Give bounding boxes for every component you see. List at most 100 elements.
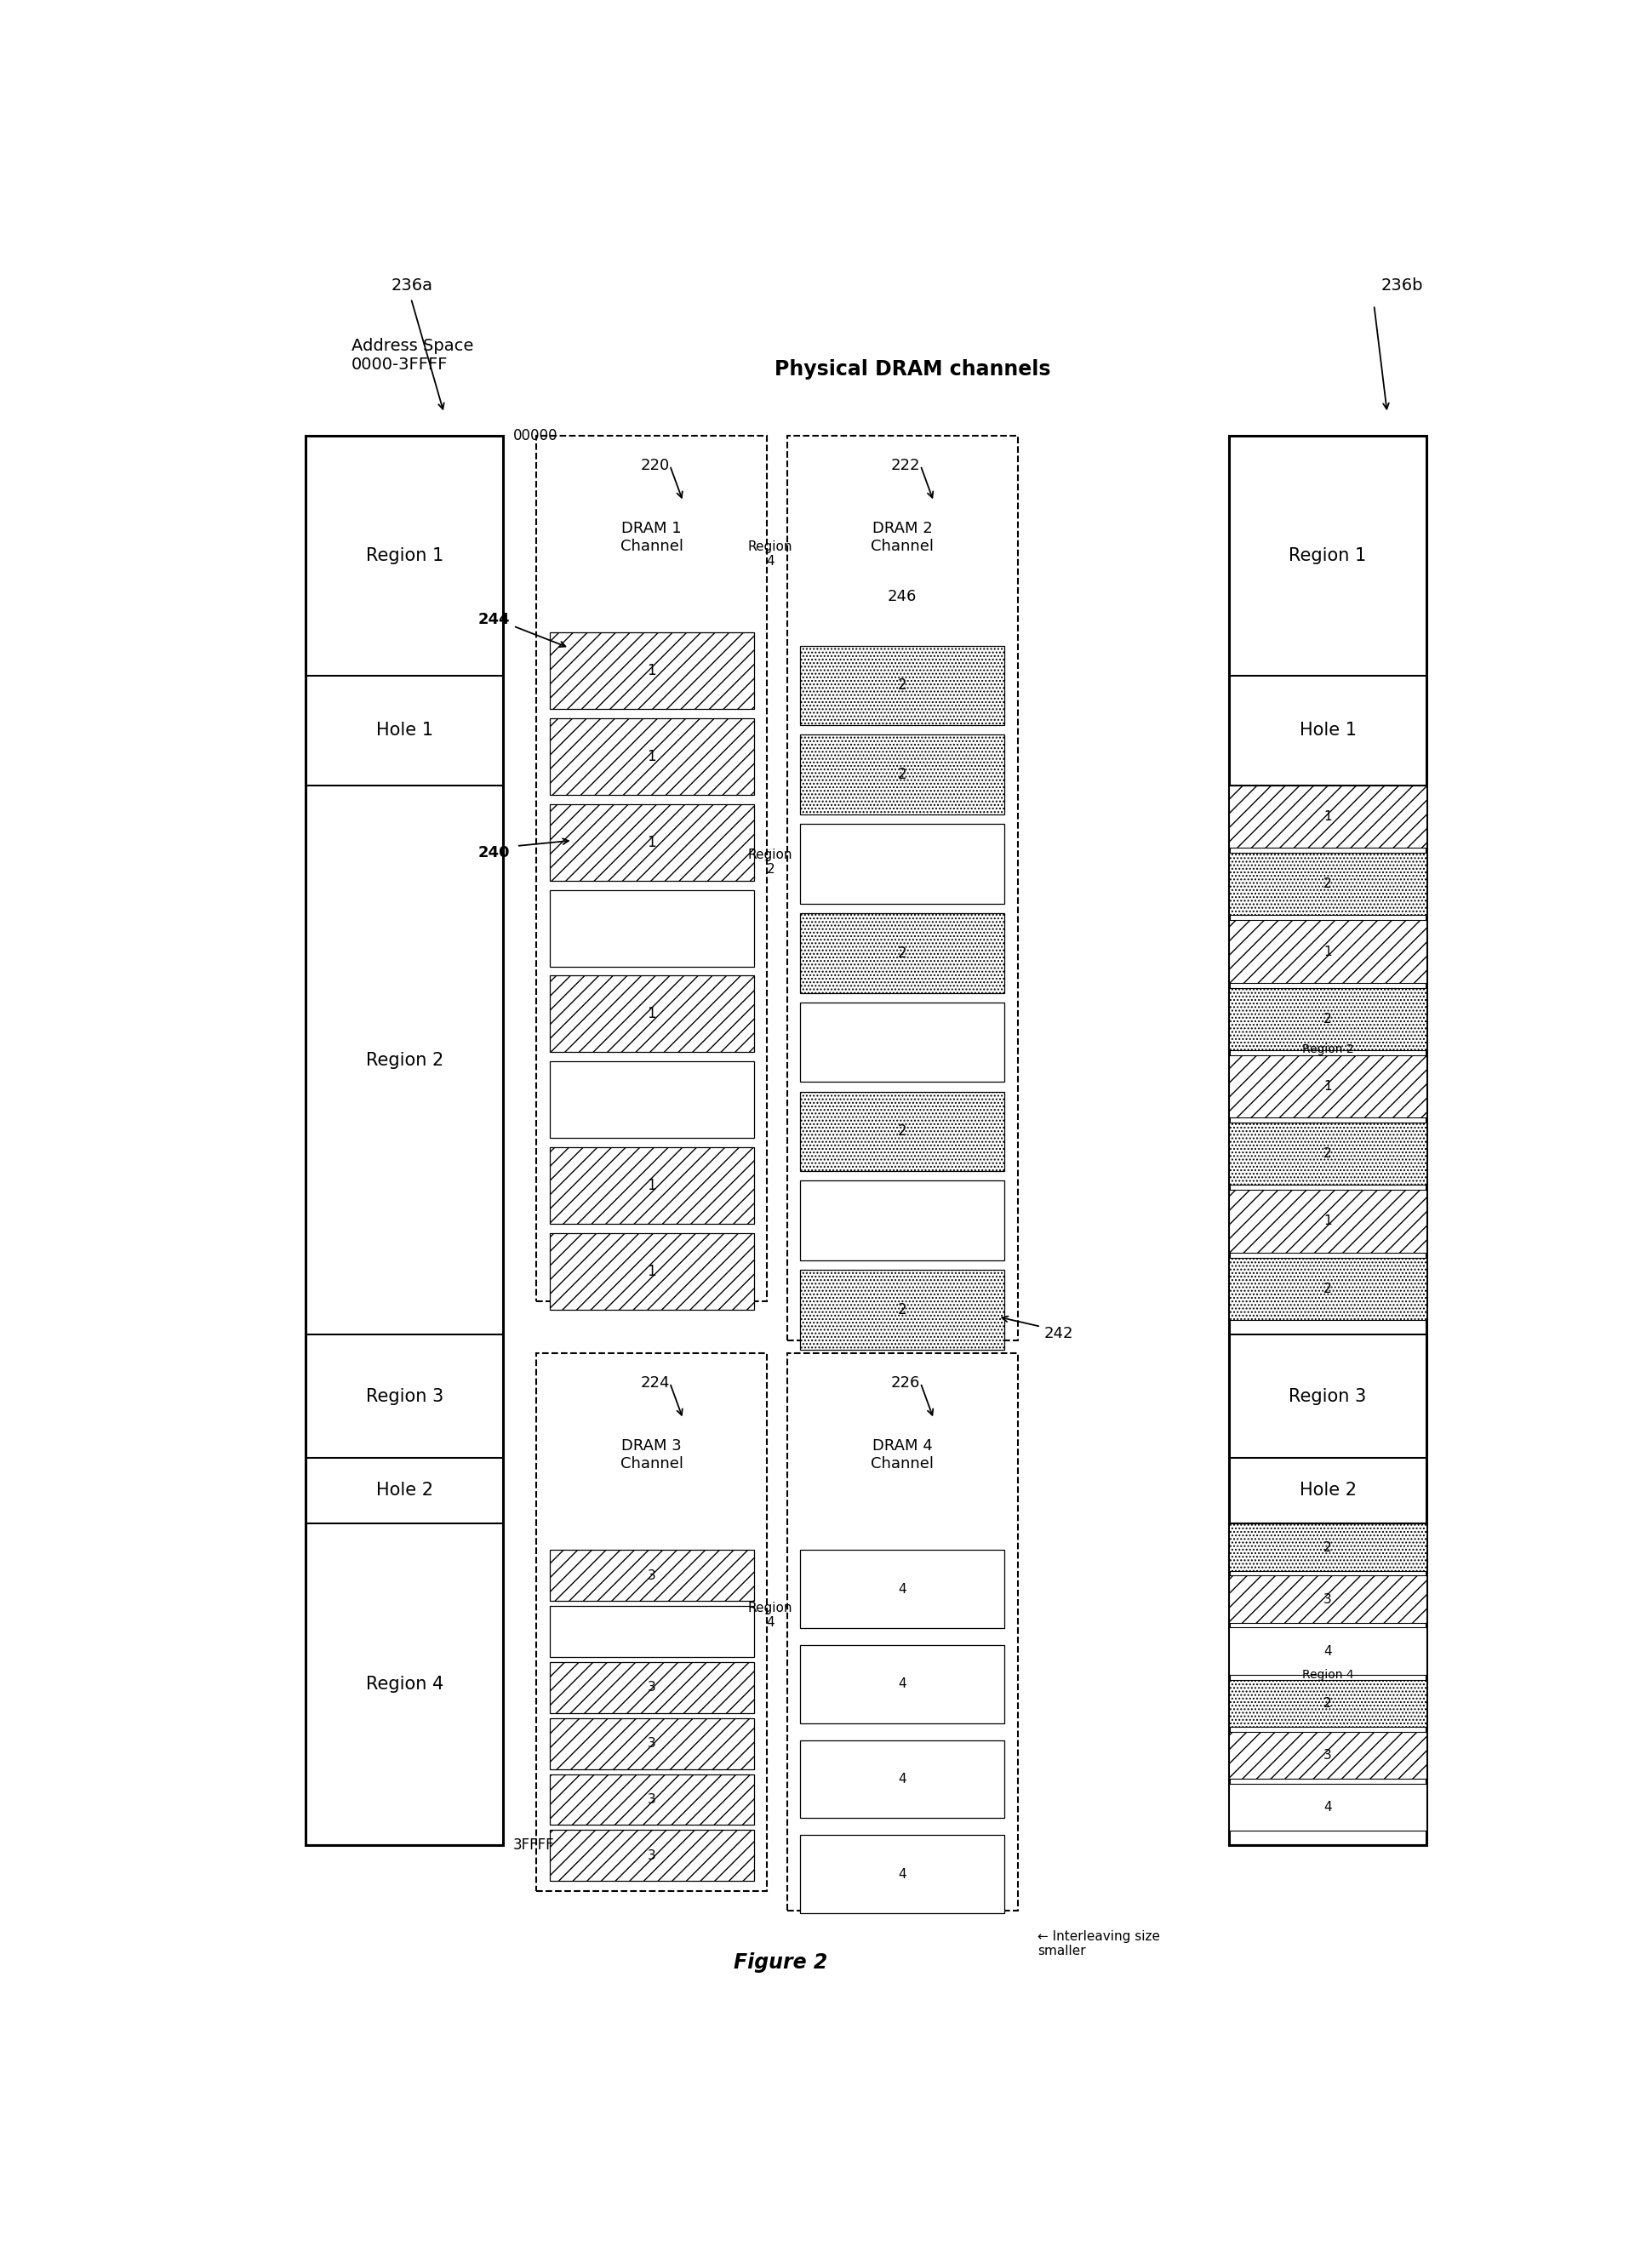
Text: Figure 2: Figure 2 <box>733 1952 828 1973</box>
Bar <box>800 1551 1004 1627</box>
Bar <box>1229 1627 1427 1675</box>
Bar <box>550 718 753 794</box>
Text: Region 1: Region 1 <box>365 546 443 564</box>
Bar <box>1229 1731 1427 1779</box>
Text: Region
4: Region 4 <box>748 539 793 569</box>
Text: 2: 2 <box>899 1302 907 1318</box>
Text: Hole 2: Hole 2 <box>1300 1483 1356 1499</box>
Bar <box>306 436 504 1844</box>
Text: 1: 1 <box>648 1007 656 1022</box>
Text: 3: 3 <box>648 1569 656 1582</box>
Text: 244: 244 <box>477 612 510 627</box>
Bar <box>1229 989 1427 1050</box>
Bar <box>800 1271 1004 1350</box>
Text: DRAM 2
Channel: DRAM 2 Channel <box>871 521 933 553</box>
Text: 2: 2 <box>899 946 907 961</box>
Text: 2: 2 <box>1323 1282 1332 1296</box>
Text: 2: 2 <box>899 1124 907 1140</box>
Text: 1: 1 <box>648 749 656 765</box>
Text: Region 3: Region 3 <box>1289 1388 1366 1404</box>
Bar <box>1229 436 1427 1844</box>
Bar <box>550 632 753 709</box>
Bar <box>1229 1189 1427 1253</box>
Bar <box>800 1002 1004 1081</box>
Text: 236b: 236b <box>1381 278 1422 293</box>
Bar <box>800 1092 1004 1171</box>
Text: Physical DRAM channels: Physical DRAM channels <box>775 359 1051 379</box>
Bar <box>550 1774 753 1826</box>
Text: Region 3: Region 3 <box>365 1388 443 1404</box>
Bar <box>550 1061 753 1138</box>
Text: 2: 2 <box>1323 878 1332 892</box>
Text: 2: 2 <box>899 767 907 783</box>
Text: 240: 240 <box>477 844 510 860</box>
Bar <box>550 803 753 880</box>
Text: 3FFFF: 3FFFF <box>514 1837 555 1853</box>
Text: 3: 3 <box>648 1738 656 1749</box>
Bar <box>550 1661 753 1713</box>
Bar <box>1229 1122 1427 1185</box>
Text: DRAM 3
Channel: DRAM 3 Channel <box>620 1438 684 1472</box>
Bar <box>800 1645 1004 1722</box>
Text: 226: 226 <box>890 1375 920 1390</box>
Text: 242: 242 <box>1044 1325 1074 1341</box>
Text: 246: 246 <box>887 589 917 605</box>
Text: 4: 4 <box>899 1582 907 1596</box>
Text: 2: 2 <box>1323 1147 1332 1160</box>
Bar <box>1229 1783 1427 1830</box>
Text: 224: 224 <box>641 1375 669 1390</box>
Bar <box>1229 1054 1427 1117</box>
Text: DRAM 4
Channel: DRAM 4 Channel <box>871 1438 933 1472</box>
Bar <box>800 736 1004 815</box>
Text: 00000: 00000 <box>514 429 558 445</box>
Bar <box>1229 1257 1427 1320</box>
Text: Address Space
0000-3FFFF: Address Space 0000-3FFFF <box>352 339 474 372</box>
Bar <box>550 1232 753 1309</box>
Text: 220: 220 <box>641 458 669 474</box>
Text: 2: 2 <box>1323 1542 1332 1553</box>
Bar <box>800 824 1004 903</box>
Text: Region
4: Region 4 <box>748 1602 793 1630</box>
Text: Hole 2: Hole 2 <box>377 1483 433 1499</box>
Text: 2: 2 <box>1323 1013 1332 1025</box>
Bar <box>537 436 767 1300</box>
Text: 3: 3 <box>1323 1593 1332 1605</box>
Text: Region 4: Region 4 <box>365 1675 443 1693</box>
Bar <box>550 1718 753 1769</box>
Bar <box>800 1835 1004 1914</box>
Text: 1: 1 <box>648 1264 656 1280</box>
Bar <box>786 1354 1018 1909</box>
Text: 236a: 236a <box>392 278 433 293</box>
Text: Hole 1: Hole 1 <box>377 722 433 738</box>
Text: Region
2: Region 2 <box>748 849 793 876</box>
Text: 2: 2 <box>1323 1697 1332 1709</box>
Bar <box>800 1180 1004 1259</box>
Bar <box>1229 921 1427 982</box>
Bar <box>1229 1679 1427 1727</box>
Text: 4: 4 <box>1323 1801 1332 1812</box>
Bar <box>550 1147 753 1223</box>
Text: 4: 4 <box>1323 1645 1332 1657</box>
Bar <box>550 1830 753 1880</box>
Text: 222: 222 <box>890 458 920 474</box>
Bar <box>537 1354 767 1891</box>
Text: 3: 3 <box>648 1848 656 1862</box>
Text: Region 2: Region 2 <box>1302 1043 1353 1056</box>
Bar <box>550 1607 753 1657</box>
Bar <box>550 889 753 966</box>
Text: 1: 1 <box>648 664 656 679</box>
Text: DRAM 1
Channel: DRAM 1 Channel <box>620 521 684 553</box>
Text: 1: 1 <box>1323 946 1332 957</box>
Bar <box>800 914 1004 993</box>
Text: 4: 4 <box>899 1677 907 1690</box>
Bar <box>550 975 753 1052</box>
Text: Region 2: Region 2 <box>365 1052 443 1068</box>
Text: Region 4: Region 4 <box>1302 1670 1353 1681</box>
Text: 2: 2 <box>899 677 907 693</box>
Text: 4: 4 <box>899 1772 907 1785</box>
Bar <box>1229 1575 1427 1623</box>
Bar <box>1229 853 1427 916</box>
Bar <box>786 436 1018 1341</box>
Text: Hole 1: Hole 1 <box>1300 722 1356 738</box>
Bar <box>1229 785 1427 849</box>
